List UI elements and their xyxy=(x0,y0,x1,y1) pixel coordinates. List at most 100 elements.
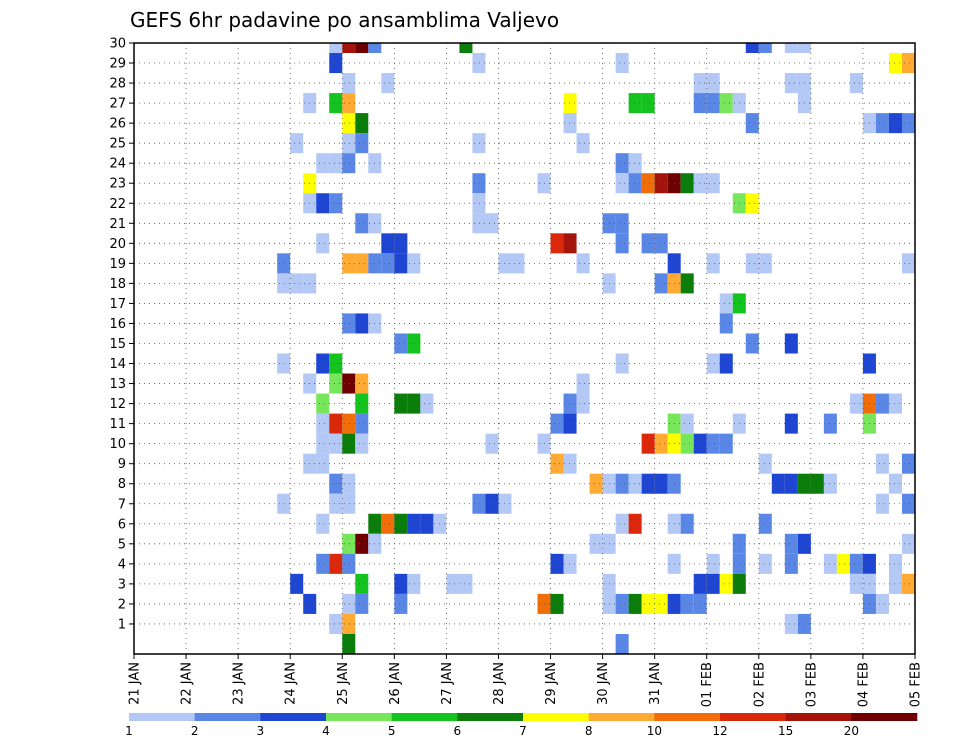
heatmap-cell xyxy=(381,513,395,534)
heatmap-cell xyxy=(563,553,577,574)
heatmap-cell xyxy=(875,593,889,614)
heatmap-cell xyxy=(615,173,629,194)
heatmap-cell xyxy=(641,173,655,194)
heatmap-cell xyxy=(342,313,356,334)
heatmap-cell xyxy=(394,333,408,354)
heatmap-cell xyxy=(355,213,369,234)
colorbar-legend: 1 2 3 4 5 6 7 8 10 12 15 20 xyxy=(125,713,918,738)
y-tick-label: 29 xyxy=(109,57,126,72)
heatmap-cell xyxy=(342,113,356,134)
heatmap-cell xyxy=(355,253,369,274)
heatmap-cell xyxy=(719,293,733,314)
heatmap-cell xyxy=(615,593,629,614)
heatmap-cell xyxy=(316,553,330,574)
heatmap-cell xyxy=(576,133,590,154)
heatmap-cell xyxy=(316,433,330,454)
heatmap-cell xyxy=(797,43,811,54)
heatmap-cell xyxy=(329,353,343,374)
heatmap-cell xyxy=(407,393,421,414)
heatmap-cell xyxy=(563,93,577,114)
y-tick-label: 18 xyxy=(109,277,126,292)
heatmap-cell xyxy=(277,493,291,514)
heatmap-cell xyxy=(654,593,668,614)
heatmap-cell xyxy=(550,233,564,254)
heatmap-cell xyxy=(316,233,330,254)
chart-title: GEFS 6hr padavine po ansamblima Valjevo xyxy=(130,8,559,32)
heatmap-cell xyxy=(849,573,863,594)
heatmap-cell xyxy=(706,553,720,574)
heatmap-cell xyxy=(719,353,733,374)
heatmap-cell xyxy=(342,433,356,454)
heatmap-cell xyxy=(316,153,330,174)
heatmap-cell xyxy=(875,393,889,414)
colorbar-swatch xyxy=(588,713,655,721)
y-tick-label: 8 xyxy=(118,477,126,492)
heatmap-cell xyxy=(628,593,642,614)
y-tick-label: 24 xyxy=(109,157,126,172)
heatmap-cell xyxy=(355,573,369,594)
heatmap-cell xyxy=(342,73,356,94)
heatmap-cell xyxy=(589,533,603,554)
heatmap-cell xyxy=(901,53,915,74)
x-tick-label: 29 JAN xyxy=(544,662,559,705)
heatmap-cell xyxy=(472,133,486,154)
y-tick-label: 14 xyxy=(109,357,126,372)
heatmap-cell xyxy=(355,433,369,454)
heatmap-cell xyxy=(316,453,330,474)
colorbar-label: 20 xyxy=(844,724,859,738)
y-tick-label: 3 xyxy=(118,577,126,592)
heatmap-cell xyxy=(355,43,369,54)
heatmap-cell xyxy=(342,553,356,574)
heatmap-cell xyxy=(758,453,772,474)
heatmap-cell xyxy=(771,473,785,494)
heatmap-cell xyxy=(680,413,694,434)
colorbar-label: 5 xyxy=(388,724,396,738)
heatmap-cell xyxy=(693,73,707,94)
colorbar-label: 1 xyxy=(125,724,133,738)
heatmap-cell xyxy=(407,573,421,594)
heatmap-cell xyxy=(875,453,889,474)
heatmap-cell xyxy=(342,633,356,654)
heatmap-cell xyxy=(719,313,733,334)
heatmap-cell xyxy=(758,553,772,574)
x-tick-label: 03 FEB xyxy=(804,662,819,707)
heatmap-cell xyxy=(784,533,798,554)
y-tick-label: 6 xyxy=(118,517,126,532)
heatmap-cell xyxy=(342,373,356,394)
heatmap-cell xyxy=(641,473,655,494)
heatmap-cell xyxy=(654,273,668,294)
heatmap-cell xyxy=(641,233,655,254)
heatmap-cell xyxy=(368,43,382,54)
heatmap-cell xyxy=(888,473,902,494)
heatmap-cell xyxy=(901,533,915,554)
heatmap-cell xyxy=(342,533,356,554)
heatmap-cell xyxy=(628,153,642,174)
heatmap-cell xyxy=(901,253,915,274)
y-tick-label: 30 xyxy=(109,37,126,52)
heatmap-cell xyxy=(381,73,395,94)
heatmap-cell xyxy=(290,273,304,294)
colorbar-swatch xyxy=(260,713,327,721)
y-tick-label: 25 xyxy=(109,137,126,152)
y-tick-label: 27 xyxy=(109,97,126,112)
heatmap-cell xyxy=(381,233,395,254)
heatmap-cell xyxy=(355,313,369,334)
heatmap-cell xyxy=(342,613,356,634)
colorbar-label: 7 xyxy=(519,724,527,738)
heatmap-cell xyxy=(680,433,694,454)
heatmap-cell xyxy=(706,173,720,194)
y-tick-label: 12 xyxy=(109,397,126,412)
heatmap-cell xyxy=(394,393,408,414)
heatmap-cell xyxy=(394,593,408,614)
heatmap-cell xyxy=(693,433,707,454)
heatmap-cell xyxy=(329,93,343,114)
heatmap-cell xyxy=(693,593,707,614)
heatmap-cell xyxy=(355,413,369,434)
heatmap-cell xyxy=(901,493,915,514)
heatmap-cell xyxy=(706,573,720,594)
plot-frame xyxy=(133,42,916,655)
heatmap-cell xyxy=(680,273,694,294)
x-axis: 21 JAN 22 JAN 23 JAN 24 JAN 25 JAN 26 JAN 27 J… xyxy=(128,654,924,707)
heatmap-cell xyxy=(342,493,356,514)
y-tick-label: 15 xyxy=(109,337,126,352)
